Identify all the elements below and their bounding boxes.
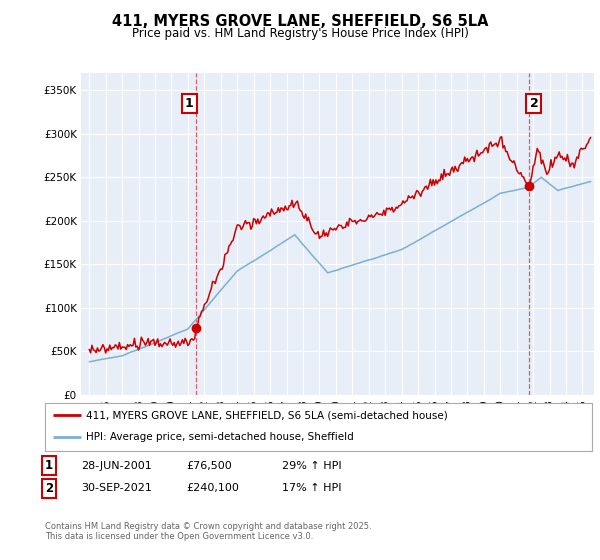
Text: £240,100: £240,100 [186,483,239,493]
Text: 30-SEP-2021: 30-SEP-2021 [81,483,152,493]
Text: 2: 2 [530,97,538,110]
Text: Price paid vs. HM Land Registry's House Price Index (HPI): Price paid vs. HM Land Registry's House … [131,27,469,40]
Text: 1: 1 [45,459,53,473]
Text: 17% ↑ HPI: 17% ↑ HPI [282,483,341,493]
Text: 1: 1 [185,97,194,110]
Text: 28-JUN-2001: 28-JUN-2001 [81,461,152,471]
Text: HPI: Average price, semi-detached house, Sheffield: HPI: Average price, semi-detached house,… [86,432,354,442]
Text: 411, MYERS GROVE LANE, SHEFFIELD, S6 5LA: 411, MYERS GROVE LANE, SHEFFIELD, S6 5LA [112,14,488,29]
Text: £76,500: £76,500 [186,461,232,471]
Text: 411, MYERS GROVE LANE, SHEFFIELD, S6 5LA (semi-detached house): 411, MYERS GROVE LANE, SHEFFIELD, S6 5LA… [86,410,448,420]
Text: Contains HM Land Registry data © Crown copyright and database right 2025.
This d: Contains HM Land Registry data © Crown c… [45,522,371,542]
Text: 2: 2 [45,482,53,495]
Text: 29% ↑ HPI: 29% ↑ HPI [282,461,341,471]
